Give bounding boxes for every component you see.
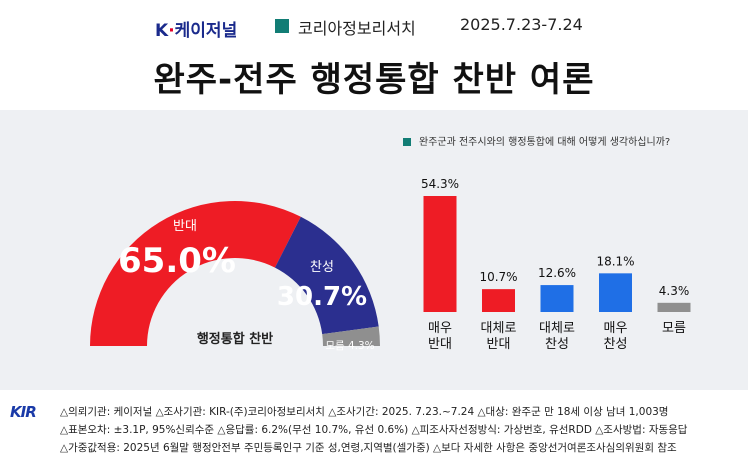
bar-4 — [657, 302, 691, 312]
survey-period: 2025.7.23-7.24 — [460, 15, 583, 34]
survey-question: 완주군과 전주시와의 행정통합에 대해 어떻게 생각하십니까? — [403, 133, 670, 148]
question-text: 완주군과 전주시와의 행정통합에 대해 어떻게 생각하십니까? — [419, 137, 671, 148]
footer — [0, 390, 748, 463]
bar-3 — [599, 273, 632, 312]
methodology-line-3: △가중값적용: 2025년 6월말 행정안전부 주민등록인구 기준 성,연령,지… — [60, 442, 677, 454]
bar-value-2: 12.6% — [538, 266, 576, 280]
bar-category-1-1: 반대 — [487, 337, 511, 352]
donut-center-label: 행정통합 찬반 — [197, 331, 273, 347]
donut-value-1: 30.7% — [277, 282, 367, 312]
bar-category-2-1: 찬성 — [545, 337, 569, 352]
donut-value-0: 65.0% — [118, 241, 236, 281]
bar-category-1-0: 대체로 — [481, 321, 517, 336]
methodology-line-1: △의뢰기관: 케이저널 △조사기관: KIR-(주)코리아정보리서치 △조사기간… — [60, 406, 669, 418]
bar-1 — [482, 289, 515, 312]
bar-value-3: 18.1% — [596, 254, 634, 268]
donut-label-2: 모름 4.3% — [325, 340, 374, 352]
bar-2 — [540, 285, 574, 312]
bar-0 — [423, 196, 457, 312]
donut-label-0: 반대 — [173, 219, 197, 234]
brand-dot: · — [168, 21, 175, 41]
bar-category-2-0: 대체로 — [539, 321, 575, 336]
brand-prefix: K — [155, 21, 169, 41]
bar-category-3-1: 찬성 — [604, 337, 628, 352]
bar-category-0-0: 매우 — [428, 321, 452, 336]
survey-org: 코리아정보리서치 — [298, 19, 416, 38]
bar-value-0: 54.3% — [421, 177, 459, 191]
bar-category-4-0: 모름 — [662, 321, 686, 336]
bar-value-4: 4.3% — [659, 284, 690, 298]
page-title: 완주-전주 행정통합 찬반 여론 — [153, 60, 595, 100]
brand-logo: K·케이저널 — [155, 16, 237, 41]
donut-slice-1 — [274, 216, 379, 335]
donut-slice-2 — [322, 326, 380, 346]
org-square-icon — [275, 19, 289, 33]
kir-logo: KIR — [10, 403, 37, 421]
bar-value-1: 10.7% — [479, 270, 517, 284]
bar-category-3-0: 매우 — [604, 321, 628, 336]
header: K·케이저널 코리아정보리서치 2025.7.23-7.24 — [0, 0, 748, 56]
methodology-line-2: △표본오차: ±3.1P, 95%신뢰수준 △응답률: 6.2%(무선 10.7… — [60, 424, 688, 436]
bar-category-0-1: 반대 — [428, 337, 452, 352]
question-square-icon — [403, 138, 411, 146]
donut-label-1: 찬성 — [310, 260, 334, 275]
donut-slice-0 — [90, 200, 301, 346]
brand-name: 케이저널 — [174, 21, 238, 41]
